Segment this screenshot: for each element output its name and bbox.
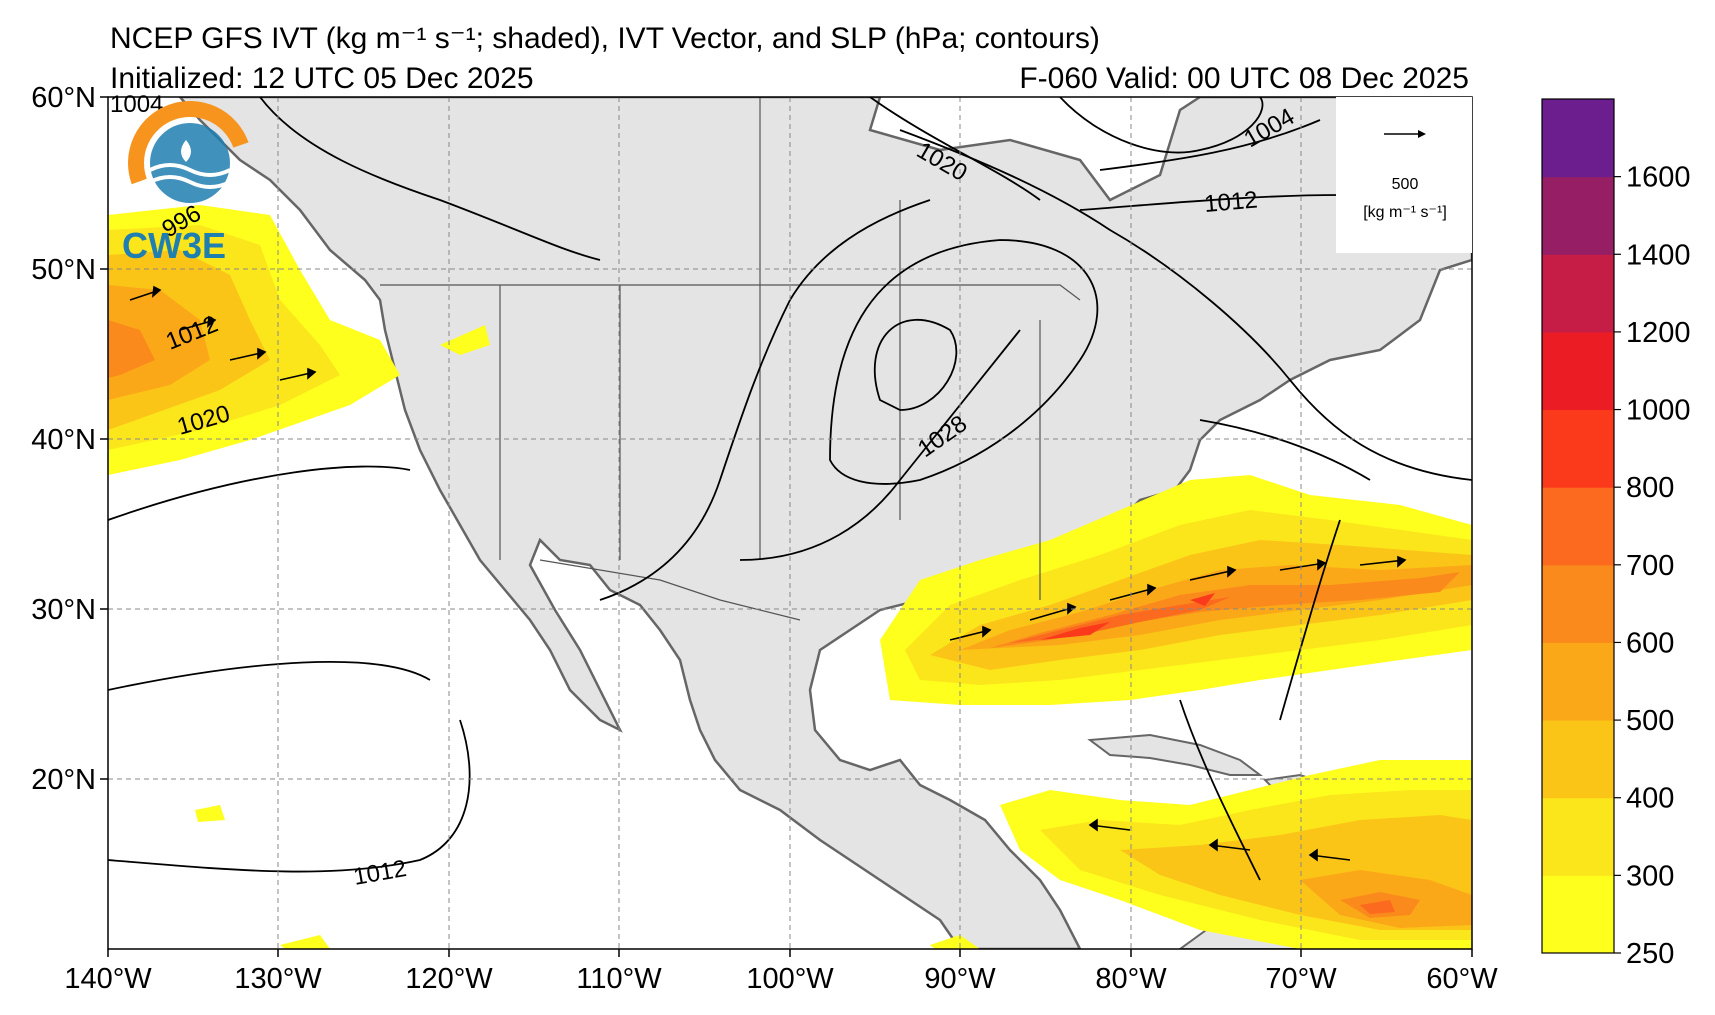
cuba-land xyxy=(1087,733,1263,776)
colorbar-swatch xyxy=(1542,564,1614,643)
lon-label-120w: 120°W xyxy=(405,963,493,995)
colorbar-swatch xyxy=(1542,331,1614,411)
colorbar-swatch xyxy=(1542,409,1614,488)
ivt-vectors xyxy=(129,285,1407,862)
lon-label-110w: 110°W xyxy=(576,963,662,995)
lon-label-60w: 60°W xyxy=(1426,963,1498,995)
lon-label-130w: 130°W xyxy=(234,963,322,995)
colorbar-label: 1400 xyxy=(1626,239,1691,271)
colorbar-swatch xyxy=(1542,875,1614,954)
contour-label-1012-labrador: 1012 xyxy=(1203,186,1259,218)
map-title: NCEP GFS IVT (kg m⁻¹ s⁻¹; shaded), IVT V… xyxy=(110,22,1100,55)
colorbar-swatch xyxy=(1542,487,1614,566)
colorbar-swatch xyxy=(1542,642,1614,721)
colorbar-swatch xyxy=(1542,176,1614,255)
lat-label-30: 30°N xyxy=(31,594,96,626)
caribbean-ivt-plume xyxy=(930,760,1472,949)
colorbar-swatch xyxy=(1542,99,1614,178)
lon-label-70w: 70°W xyxy=(1265,963,1337,995)
valid-time: F-060 Valid: 00 UTC 08 Dec 2025 xyxy=(1019,62,1469,95)
reference-value: 500 xyxy=(1392,176,1419,193)
colorbar-swatch xyxy=(1542,254,1614,333)
lon-label-80w: 80°W xyxy=(1095,963,1167,995)
reference-arrowhead-icon xyxy=(1418,130,1426,138)
pacific-ivt-plume xyxy=(108,205,490,949)
colorbar-label: 1600 xyxy=(1626,162,1691,194)
lon-label-90w: 90°W xyxy=(924,963,996,995)
initialized-time: Initialized: 12 UTC 05 Dec 2025 xyxy=(110,62,534,95)
lat-label-50: 50°N xyxy=(31,254,96,286)
colorbar-label: 700 xyxy=(1626,550,1674,582)
colorbar-swatch xyxy=(1542,720,1614,799)
colorbar-label: 600 xyxy=(1626,627,1674,659)
longitude-labels: 140°W 130°W 120°W 110°W 100°W 90°W 80°W … xyxy=(64,949,1498,995)
cw3e-logo: CW3E xyxy=(122,101,252,266)
colorbar-label: 250 xyxy=(1626,938,1674,970)
atlantic-ivt-plume xyxy=(880,475,1472,705)
lon-label-100w: 100°W xyxy=(746,963,834,995)
latitude-labels: 60°N 50°N 40°N 30°N 20°N xyxy=(31,82,108,796)
cw3e-logo-text: CW3E xyxy=(122,225,226,266)
political-borders xyxy=(380,97,1081,621)
slp-contours xyxy=(108,97,1472,881)
colorbar-frame xyxy=(1541,98,1615,954)
colorbar-swatch xyxy=(1542,797,1614,876)
colorbar-label: 1200 xyxy=(1626,317,1691,349)
north-america-land xyxy=(178,97,1472,949)
lon-label-140w: 140°W xyxy=(64,963,152,995)
ivt-colorbar: 250 300 400 500 600 700 800 1000 1200 1400 1600 xyxy=(1541,98,1691,970)
colorbar-label: 800 xyxy=(1626,472,1674,504)
colorbar-label: 500 xyxy=(1626,705,1674,737)
lat-label-20: 20°N xyxy=(31,764,96,796)
colorbar-label: 400 xyxy=(1626,783,1674,815)
gridlines xyxy=(108,97,1472,949)
lat-label-40: 40°N xyxy=(31,424,96,456)
lat-label-60: 60°N xyxy=(31,82,96,114)
colorbar-label: 300 xyxy=(1626,860,1674,892)
colorbar-label: 1000 xyxy=(1626,395,1691,427)
reference-units: [kg m⁻¹ s⁻¹] xyxy=(1363,204,1447,221)
vector-legend: 500 [kg m⁻¹ s⁻¹] xyxy=(1336,97,1472,253)
